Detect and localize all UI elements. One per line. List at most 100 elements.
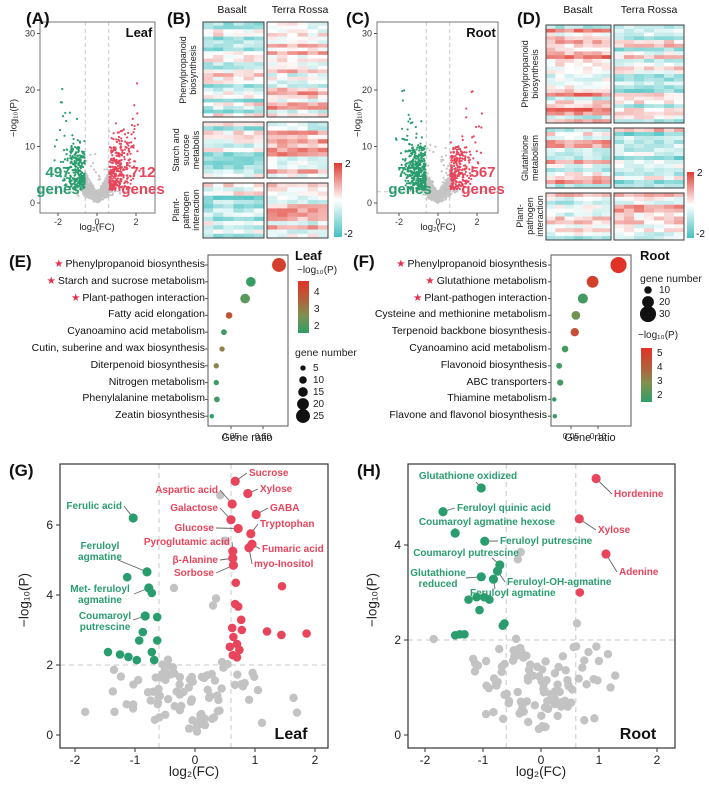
c-y-axis-label: −log₁₀(P) [352,98,364,138]
legend-p-gradient [641,348,652,402]
svg-text:0: 0 [394,728,401,742]
pathway-row: Diterpenoid biosynthesis [90,358,205,371]
pathway-row: Fatty acid elongation [108,308,205,321]
metabolite-label: Ferulic acid [66,501,122,512]
metabolite-label: Tryptophan [260,519,315,530]
legend-p-tick: 5 [657,348,663,359]
svg-text:1: 1 [596,753,603,767]
panel-b-tag: (B) [167,9,191,28]
b-colorbar-min: -2 [344,229,353,240]
a-down-count: 497 [45,164,71,181]
svg-text:2: 2 [474,217,479,227]
f-legend-size-title: gene number [640,273,702,285]
pathway-row: ★ Glutathione metabolism [425,274,547,287]
panel-h-tag: (H) [357,461,381,480]
c-down-word: genes [388,181,432,198]
svg-text:20: 20 [362,85,372,95]
metabolite-label: Coumaroyl putrescine [413,548,519,559]
svg-text:20: 20 [25,85,35,95]
f-x-axis-label: Gene ratio [564,432,616,444]
a-up-word: genes [121,181,165,198]
legend-p-tick: 4 [314,287,320,298]
a-up-count: 712 [130,164,156,181]
dotplot-f: 0.05 0.10 [548,254,632,441]
metabolite-label: Coumaroyl putrescine [78,611,132,633]
e-x-axis-label: Gene ratio [221,432,273,444]
metabolite-label: Feruloyl-OH-agmatine [507,577,612,588]
svg-text:-1: -1 [478,753,489,767]
legend-p-tick: 2 [657,390,663,401]
h-y-axis-label: −log₁₀(P) [364,572,380,628]
legend-size-tick: 10 [659,285,671,296]
pathway-row: Flavone and flavonol biosynthesis [389,409,547,422]
legend-size-tick: 30 [659,309,671,320]
metabolite-label: Met- feruloyl agmatine [70,584,130,606]
panel-e-tag: (E) [9,252,32,271]
pathway-row: Nitrogen metabolism [108,375,205,388]
f-legend-p-title: −log₁₀(P) [638,330,679,341]
a-x-axis-label: log₂(FC) [79,222,115,233]
e-legend-size-title: gene number [295,347,357,359]
d-block1-label: Phenylpropanoid biosynthesis [519,40,540,108]
panel-a-tag: (A) [26,9,50,28]
legend-p-tick: 3 [314,304,320,315]
b-colorbar-max: 2 [345,159,351,170]
b-block1-label: Phenylpropanoid biosynthesis [177,36,198,104]
metabolite-label: Fumaric acid [262,544,324,555]
metabolite-label: Feruloyl quinic acid [457,503,551,514]
pathway-row: ★ Plant-pathogen interaction [412,291,547,304]
svg-text:0: 0 [30,198,35,208]
metabolite-label: Feruloyl agmatine [78,541,122,563]
d-header-basalt: Basalt [563,4,593,16]
metabolite-label: β-Alanine [172,555,218,566]
g-corner-title: Leaf [274,726,308,743]
b-block3-label: Plant- pathogen interaction [170,189,202,231]
metabolite-label: GABA [270,503,300,514]
metabolite-label: Aspartic acid [155,485,218,496]
svg-text:0: 0 [46,728,53,742]
svg-text:6: 6 [46,518,53,532]
legend-p-tick: 3 [657,376,663,387]
legend-size-tick: 20 [313,399,325,410]
legend-size-tick: 5 [313,363,319,374]
svg-text:2: 2 [46,658,53,672]
panel-d-tag: (D) [517,9,541,28]
f-legend-title: Root [640,248,670,263]
pathway-row: Flavonoid biosynthesis [440,358,547,371]
c-down-count: 752 [397,164,423,181]
svg-text:0: 0 [94,217,99,227]
b-header-basalt: Basalt [217,4,247,16]
g-x-axis-label: log₂(FC) [168,764,220,779]
c-up-count: 567 [470,164,496,181]
pathway-row: Thiamine metabolism [447,392,547,405]
metabolite-label: Coumaroyl agmatine hexose [418,517,556,528]
panel-a-title: Leaf [125,25,153,40]
svg-text:4: 4 [394,538,401,552]
panel-c-title: Root [466,25,496,40]
legend-p-gradient [298,281,309,333]
e-legend-p-title: −log₁₀(P) [297,265,338,276]
panel-c-tag: (C) [346,9,370,28]
pathway-row: Phenylalanine metabolism [82,392,205,405]
metabolite-label: Pyroglutamic acid [143,537,230,548]
a-down-word: genes [36,181,80,198]
metabolite-label: Hordenine [614,489,664,500]
svg-text:2: 2 [654,753,661,767]
panel-f-tag: (F) [353,252,375,271]
d-block3-label: Plant- pathogen interaction [514,195,546,237]
pathway-row: ★ Starch and sucrose metabolism [46,274,206,287]
d-colorbar-max: 2 [697,168,703,179]
pathway-row: Cyanoamino acid metabolism [409,342,547,354]
svg-text:10: 10 [362,142,372,152]
g-y-axis-label: −log₁₀(P) [16,572,32,628]
dotplot-e: 0.05 0.10 [205,254,289,441]
legend-e [296,365,310,423]
metabolite-label: Xylose [260,484,293,495]
svg-text:-1: -1 [130,753,141,767]
legend-size-tick: 10 [313,375,325,386]
d-colorbar-min: -2 [696,229,705,240]
